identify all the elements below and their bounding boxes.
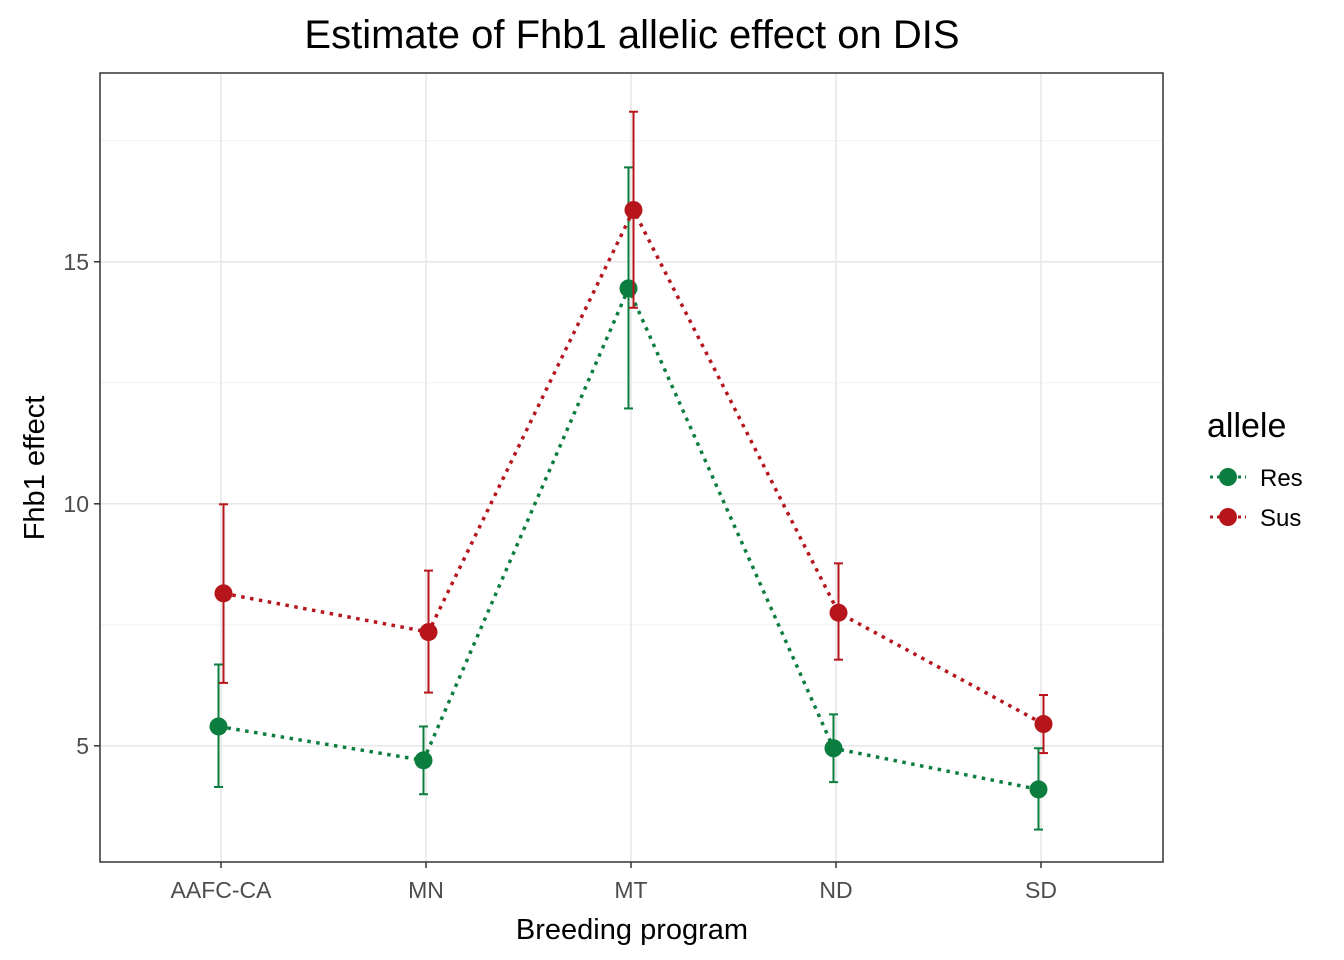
x-axis-title: Breeding program	[516, 914, 748, 946]
x-tick-label: MN	[408, 877, 444, 903]
legend-items: Res Sus	[1210, 465, 1303, 532]
series-res	[209, 166, 1048, 831]
data-point	[619, 279, 638, 298]
x-axis: AAFC-CA MN MT ND SD	[171, 862, 1057, 903]
series-sus	[214, 110, 1053, 755]
data-point	[1029, 780, 1048, 799]
legend-label: Res	[1260, 465, 1303, 492]
legend-key-point	[1219, 508, 1237, 526]
legend-item-res: Res	[1210, 465, 1303, 492]
legend-label: Sus	[1260, 505, 1301, 532]
data-point	[414, 751, 433, 770]
legend-key-point	[1219, 468, 1237, 486]
x-tick-label: SD	[1025, 877, 1057, 903]
data-point	[209, 717, 228, 736]
y-axis-title: Fhb1 effect	[19, 396, 51, 541]
data-point	[624, 200, 643, 219]
legend: allele Res Sus	[1207, 407, 1303, 532]
y-tick-label: 5	[76, 733, 89, 759]
x-tick-label: ND	[819, 877, 852, 903]
legend-title: allele	[1207, 407, 1286, 445]
y-axis: 5 10 15	[63, 249, 100, 759]
data-point	[214, 584, 233, 603]
chart-title: Estimate of Fhb1 allelic effect on DIS	[304, 13, 959, 57]
data-series	[209, 110, 1053, 831]
plot-border	[99, 72, 1164, 863]
data-point	[824, 739, 843, 758]
y-tick-label: 10	[63, 491, 89, 517]
data-point	[829, 603, 848, 622]
y-tick-label: 15	[63, 249, 89, 275]
x-tick-label: AAFC-CA	[171, 877, 273, 903]
data-point	[419, 623, 438, 642]
legend-item-sus: Sus	[1210, 505, 1301, 532]
data-point	[1034, 715, 1053, 734]
x-tick-label: MT	[614, 877, 647, 903]
